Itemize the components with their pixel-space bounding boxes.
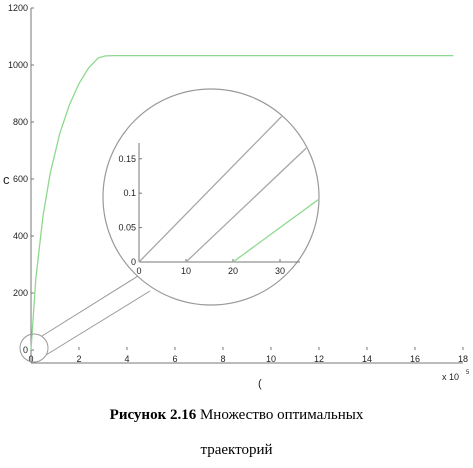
inset-x-tick-label: 0 [136, 266, 141, 276]
main-x-tick-label: 12 [314, 354, 324, 364]
main-x-tick-label: 8 [220, 354, 225, 364]
zoom-source-circle [19, 333, 49, 363]
zoom-inset-circle [102, 88, 320, 306]
zoom-connector-bottom [45, 290, 151, 356]
main-x-tick-label: 14 [362, 354, 372, 364]
inset-series-line-2 [232, 158, 318, 263]
main-x-tick-label: 16 [410, 354, 420, 364]
inset-x-tick-label: 20 [228, 266, 238, 276]
main-y-tick-label: 1200 [8, 3, 28, 13]
main-x-tick-label: 10 [266, 354, 276, 364]
stray-mark-bottom: ( [258, 378, 262, 390]
main-y-tick-label: 400 [13, 231, 28, 241]
main-x-tick-label: 2 [76, 354, 81, 364]
main-y-tick-label: 200 [13, 288, 28, 298]
main-y-tick-label: 0 [23, 345, 28, 355]
inset-x-tick-label: 30 [275, 266, 285, 276]
caption-text: Множество оптимальных [196, 407, 364, 423]
main-series-line-0 [30, 54, 454, 351]
inset-y-tick-label: 0.15 [118, 154, 136, 164]
figure-caption-line2: траекторий [200, 442, 273, 458]
main-x-tick-label: 4 [124, 354, 129, 364]
inset-y-tick-label: 0.05 [118, 223, 136, 233]
inset-y-tick-label: 0 [131, 257, 136, 267]
main-x-tick-label: 18 [458, 354, 468, 364]
main-y-tick-label: 600 [13, 174, 28, 184]
zoom-connector-top [41, 270, 147, 337]
inset-x-tick-label: 10 [181, 266, 191, 276]
inset-series-line-0 [138, 108, 290, 263]
inset-axes: 0 10 20 30 0 0.05 0.1 0.15 [118, 143, 300, 276]
main-x-tick-label: 0 [28, 354, 33, 364]
main-x-tick-label: 6 [172, 354, 177, 364]
stray-mark-left: c [3, 172, 10, 187]
main-y-tick-label: 800 [13, 117, 28, 127]
x-multiplier-label: x 10 [442, 372, 459, 382]
figure-caption: Рисунок 2.16 Множество оптимальных [0, 407, 473, 424]
caption-label: Рисунок 2.16 [109, 407, 197, 423]
x-multiplier-exponent: 5 [466, 370, 470, 376]
main-y-tick-label: 1000 [8, 60, 28, 70]
inset-y-tick-label: 0.1 [123, 188, 136, 198]
